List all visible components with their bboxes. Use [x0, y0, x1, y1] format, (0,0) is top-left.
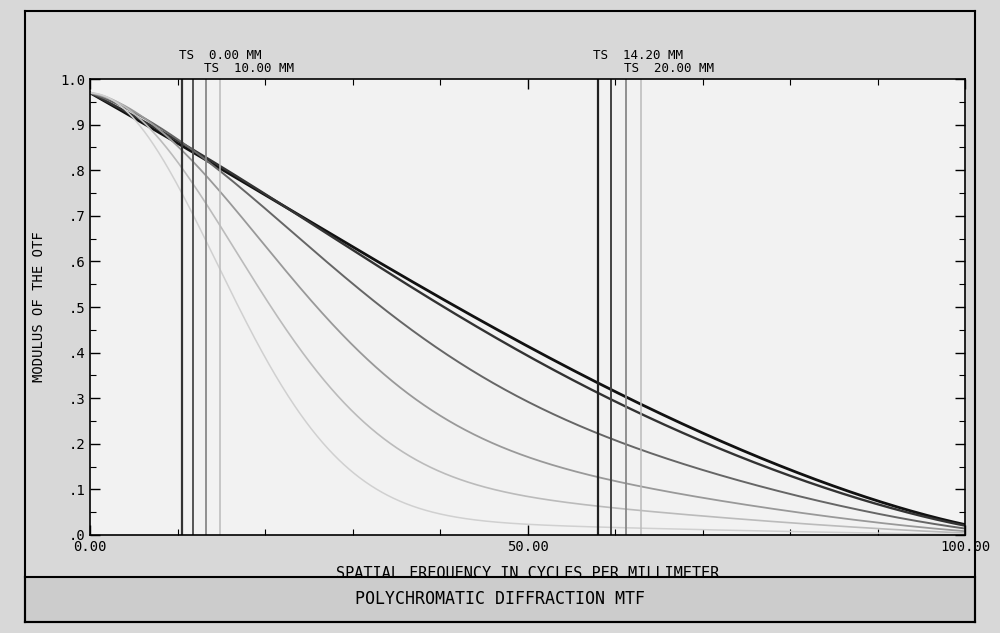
Y-axis label: MODULUS OF THE OTF: MODULUS OF THE OTF	[32, 232, 46, 382]
Text: POLYCHROMATIC DIFFRACTION MTF: POLYCHROMATIC DIFFRACTION MTF	[355, 591, 645, 608]
Text: TS  20.00 MM: TS 20.00 MM	[624, 61, 714, 75]
X-axis label: SPATIAL FREQUENCY IN CYCLES PER MILLIMETER: SPATIAL FREQUENCY IN CYCLES PER MILLIMET…	[336, 565, 719, 580]
Text: TS  10.00 MM: TS 10.00 MM	[204, 61, 294, 75]
Text: TS  14.20 MM: TS 14.20 MM	[593, 49, 683, 62]
Text: TS  0.00 MM: TS 0.00 MM	[179, 49, 262, 62]
